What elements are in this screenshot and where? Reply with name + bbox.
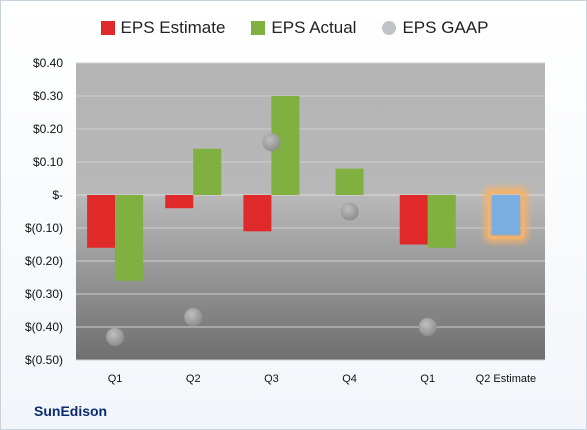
x-tick-label: Q1 [420, 373, 435, 385]
bar-eps-actual [115, 195, 144, 281]
legend-swatch-actual [251, 21, 266, 35]
legend: EPS Estimate EPS Actual EPS GAAP [1, 18, 586, 38]
bar-eps-actual [427, 195, 456, 248]
dot-eps-gaap [262, 133, 281, 152]
legend-swatch-estimate [100, 21, 115, 35]
y-tick-label: $0.10 [33, 155, 63, 169]
y-tick-label: $(0.40) [25, 320, 63, 334]
dot-eps-gaap [184, 308, 203, 327]
y-tick-label: $- [52, 188, 63, 202]
x-tick-label: Q3 [264, 373, 279, 385]
y-axis: $0.40 $0.30 $0.20 $0.10 $- $(0.10) $(0.20) $(0.… [25, 56, 63, 367]
bar-eps-estimate [87, 195, 116, 248]
x-tick-label: Q2 [186, 373, 201, 385]
y-tick-label: $(0.30) [25, 287, 63, 301]
x-axis: Q1 Q2 Q3 Q4 Q1 Q2 Estimate [108, 373, 536, 385]
legend-label-estimate: EPS Estimate [120, 18, 226, 37]
bar-eps-estimate [165, 195, 194, 209]
y-tick-label: $(0.50) [25, 353, 63, 367]
bar-eps-actual [193, 148, 222, 195]
legend-label-actual: EPS Actual [271, 18, 357, 37]
y-tick-label: $(0.20) [25, 254, 63, 268]
dot-eps-gaap [418, 318, 437, 336]
legend-item-gaap: EPS GAAP [382, 18, 488, 38]
gridlines [76, 62, 545, 361]
plot-area [76, 63, 545, 360]
y-tick-label: $0.40 [33, 56, 63, 70]
dot-eps-gaap [340, 202, 359, 221]
legend-swatch-gaap [382, 21, 397, 35]
y-tick-label: $0.20 [33, 122, 63, 136]
y-tick-label: $(0.10) [25, 221, 63, 235]
x-tick-label: Q1 [108, 373, 123, 385]
bar-eps-estimate [399, 195, 428, 245]
x-tick-label: Q2 Estimate [476, 373, 537, 385]
bar-eps-estimate [491, 195, 520, 235]
y-tick-label: $0.30 [33, 89, 63, 103]
dot-eps-gaap [106, 327, 125, 346]
legend-item-actual: EPS Actual [251, 18, 356, 38]
legend-label-gaap: EPS GAAP [402, 18, 489, 37]
highlight-glow [483, 187, 528, 243]
company-name: SunEdison [34, 403, 108, 419]
chart-marks [87, 96, 528, 346]
bar-eps-actual [335, 168, 364, 195]
bar-eps-estimate [243, 195, 272, 232]
x-tick-label: Q4 [342, 373, 357, 385]
highlight-outline [487, 190, 525, 240]
legend-item-estimate: EPS Estimate [100, 18, 226, 38]
